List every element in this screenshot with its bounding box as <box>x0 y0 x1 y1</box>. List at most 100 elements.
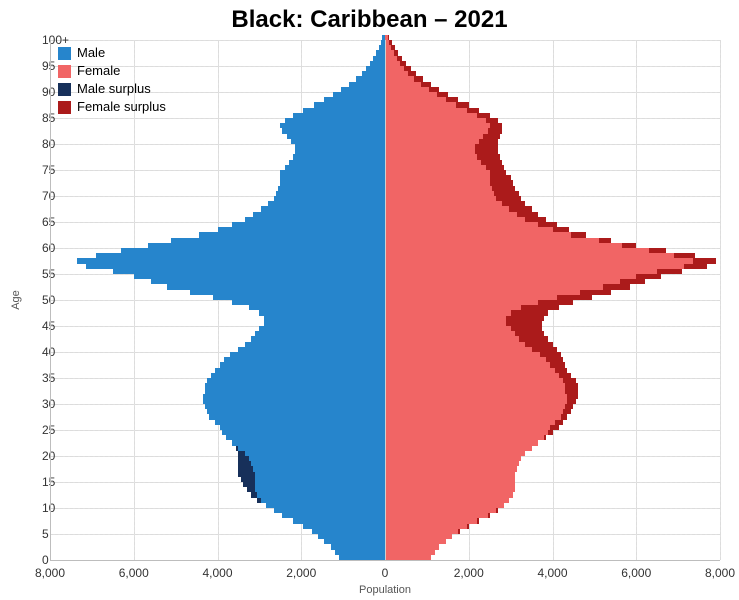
bar-female-surplus <box>391 45 394 50</box>
bar-female-surplus <box>506 316 544 321</box>
bar-female-surplus <box>525 342 552 347</box>
bar-male <box>220 362 385 367</box>
legend-label: Male <box>77 44 105 62</box>
bar-female-surplus <box>490 170 507 175</box>
bar-female-surplus <box>550 362 565 367</box>
bar-male-surplus <box>238 456 248 461</box>
bar-male <box>295 144 385 149</box>
bar-male <box>333 92 385 97</box>
bar-female-surplus <box>437 92 447 97</box>
bar-female <box>385 513 490 518</box>
bar-male <box>230 352 385 357</box>
bar-female-surplus <box>544 435 546 440</box>
bar-male <box>287 134 385 139</box>
bar-female <box>385 425 559 430</box>
bar-female <box>385 373 571 378</box>
bar-male <box>285 165 386 170</box>
bar-male <box>280 180 385 185</box>
x-gridline <box>720 40 721 560</box>
bar-female-surplus <box>502 201 525 206</box>
bar-female-surplus <box>565 388 578 393</box>
bar-male <box>291 139 385 144</box>
bar-male-surplus <box>238 451 244 456</box>
bar-female-surplus <box>565 404 573 409</box>
bar-male <box>268 201 385 206</box>
bar-female <box>385 508 498 513</box>
bar-male <box>282 513 385 518</box>
bar-female <box>385 269 682 274</box>
bar-female <box>385 352 561 357</box>
bar-female <box>385 128 502 133</box>
bar-male <box>205 388 385 393</box>
bar-female <box>385 284 630 289</box>
bar-male <box>253 212 385 217</box>
bar-male <box>349 82 385 87</box>
bar-female <box>385 383 578 388</box>
bar-female-surplus <box>674 253 695 258</box>
bar-female-surplus <box>488 513 490 518</box>
bar-male <box>167 284 385 289</box>
bar-male <box>324 539 385 544</box>
bar-female <box>385 274 661 279</box>
bar-male <box>243 482 385 487</box>
bar-female-surplus <box>496 196 521 201</box>
bar-male <box>280 175 385 180</box>
bar-male <box>199 232 385 237</box>
bar-male <box>86 264 385 269</box>
bar-female-surplus <box>483 134 500 139</box>
bar-male <box>370 61 385 66</box>
bar-male <box>261 206 385 211</box>
bar-female-surplus <box>511 310 549 315</box>
bar-female-surplus <box>408 71 416 76</box>
legend-item: Female <box>58 62 166 80</box>
bar-male <box>203 394 385 399</box>
bar-female <box>385 451 525 456</box>
legend-swatch <box>58 101 71 114</box>
bar-male <box>356 76 385 81</box>
legend-label: Male surplus <box>77 80 151 98</box>
bar-female <box>385 222 557 227</box>
bar-male <box>249 305 385 310</box>
bar-female-surplus <box>458 529 460 534</box>
bar-female <box>385 492 513 497</box>
bar-female-surplus <box>475 144 498 149</box>
bar-female-surplus <box>511 326 542 331</box>
bar-female-surplus <box>400 61 406 66</box>
bar-female <box>385 420 563 425</box>
bar-male <box>121 248 385 253</box>
x-tick-label: 8,000 <box>35 566 65 580</box>
x-axis-line <box>50 560 720 561</box>
bar-female-surplus <box>475 149 498 154</box>
bar-male <box>255 331 385 336</box>
bar-female <box>385 388 578 393</box>
bar-male-surplus <box>238 472 255 477</box>
x-tick-label: 0 <box>382 566 389 580</box>
bar-male <box>324 97 385 102</box>
bar-male <box>289 160 385 165</box>
legend-swatch <box>58 65 71 78</box>
bar-female-surplus <box>563 378 576 383</box>
bar-male <box>245 217 385 222</box>
bar-female-surplus <box>388 35 390 40</box>
bar-female-surplus <box>397 56 402 61</box>
bar-female <box>385 232 586 237</box>
bar-female <box>385 518 479 523</box>
bar-female <box>385 430 553 435</box>
bar-female-surplus <box>481 160 502 165</box>
bar-male <box>280 170 385 175</box>
bar-male-surplus <box>243 482 256 487</box>
bar-male <box>266 503 385 508</box>
x-tick-label: 4,000 <box>537 566 567 580</box>
bar-female <box>385 378 576 383</box>
bar-male <box>274 508 385 513</box>
bar-female-surplus <box>555 368 568 373</box>
legend-swatch <box>58 47 71 60</box>
bar-female <box>385 498 509 503</box>
bar-female-surplus <box>636 274 661 279</box>
bar-female <box>385 539 446 544</box>
bar-male <box>251 336 385 341</box>
bar-female <box>385 404 573 409</box>
bar-female-surplus <box>467 108 480 113</box>
bar-male <box>238 451 385 456</box>
y-axis-line <box>50 40 51 560</box>
